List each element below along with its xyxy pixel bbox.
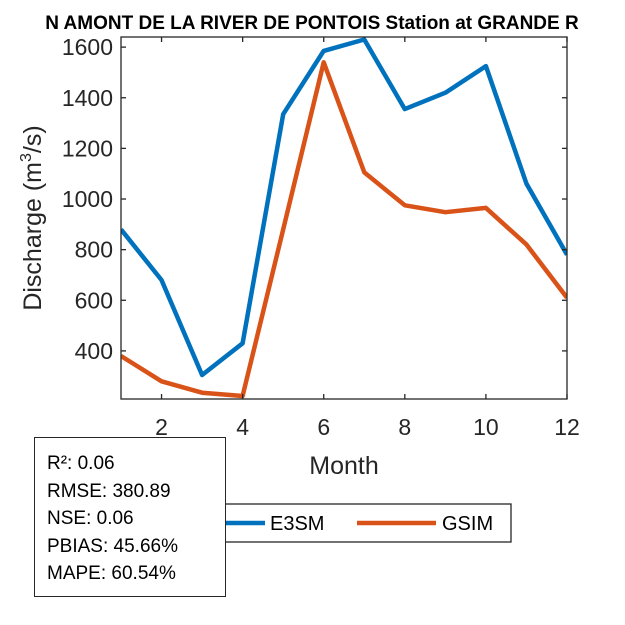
x-tick-label: 10 [473, 414, 499, 440]
y-tick-label: 400 [75, 338, 113, 364]
y-tick-label: 1600 [62, 34, 113, 60]
y-axis-title-main: Discharge (m [19, 162, 47, 311]
y-tick-label: 800 [75, 237, 113, 263]
stat-mape: MAPE: 60.54% [47, 563, 176, 584]
y-axis-title-superscript: 3 [18, 153, 35, 162]
legend-label-e3sm: E3SM [270, 513, 324, 535]
y-tick-label: 1200 [62, 135, 113, 161]
y-axis-title: Discharge (m3/s) [18, 125, 47, 310]
legend: E3SM GSIM [222, 503, 512, 543]
x-tick-label: 2 [155, 414, 168, 440]
axes-layer [120, 36, 568, 400]
stat-r2: R²: 0.06 [47, 453, 115, 474]
chart-title-text: N AMONT DE LA RIVER DE PONTOIS Station a… [45, 13, 579, 34]
x-tick-label: 6 [317, 414, 330, 440]
stats-box: R²: 0.06 RMSE: 380.89 NSE: 0.06 PBIAS: 4… [34, 437, 226, 597]
x-axis-title: Month [309, 452, 378, 480]
chart-title: N AMONT DE LA RIVER DE PONTOIS Station a… [45, 13, 579, 34]
stat-rmse: RMSE: 380.89 [47, 480, 171, 502]
x-ticks: 2 4 6 8 10 12 [155, 37, 580, 440]
stat-nse: NSE: 0.06 [47, 508, 134, 529]
axes-box [120, 36, 568, 400]
y-axis-title-unit: /s) [19, 125, 47, 153]
y-tick-label: 600 [75, 287, 113, 313]
legend-label-gsim: GSIM [442, 513, 493, 535]
series-line-e3sm [121, 37, 567, 378]
stat-pbias: PBIAS: 45.66% [47, 535, 178, 557]
x-tick-label: 12 [554, 414, 580, 440]
series-line-gsim [121, 60, 567, 399]
x-tick-label: 4 [236, 414, 249, 440]
x-tick-label: 8 [398, 414, 411, 440]
y-tick-label: 1000 [62, 186, 113, 212]
y-tick-label: 1400 [62, 85, 113, 111]
plot-area-background [121, 37, 567, 399]
y-ticks: 400 600 800 1000 1200 1400 1600 [62, 34, 567, 364]
series-layer [121, 37, 567, 399]
